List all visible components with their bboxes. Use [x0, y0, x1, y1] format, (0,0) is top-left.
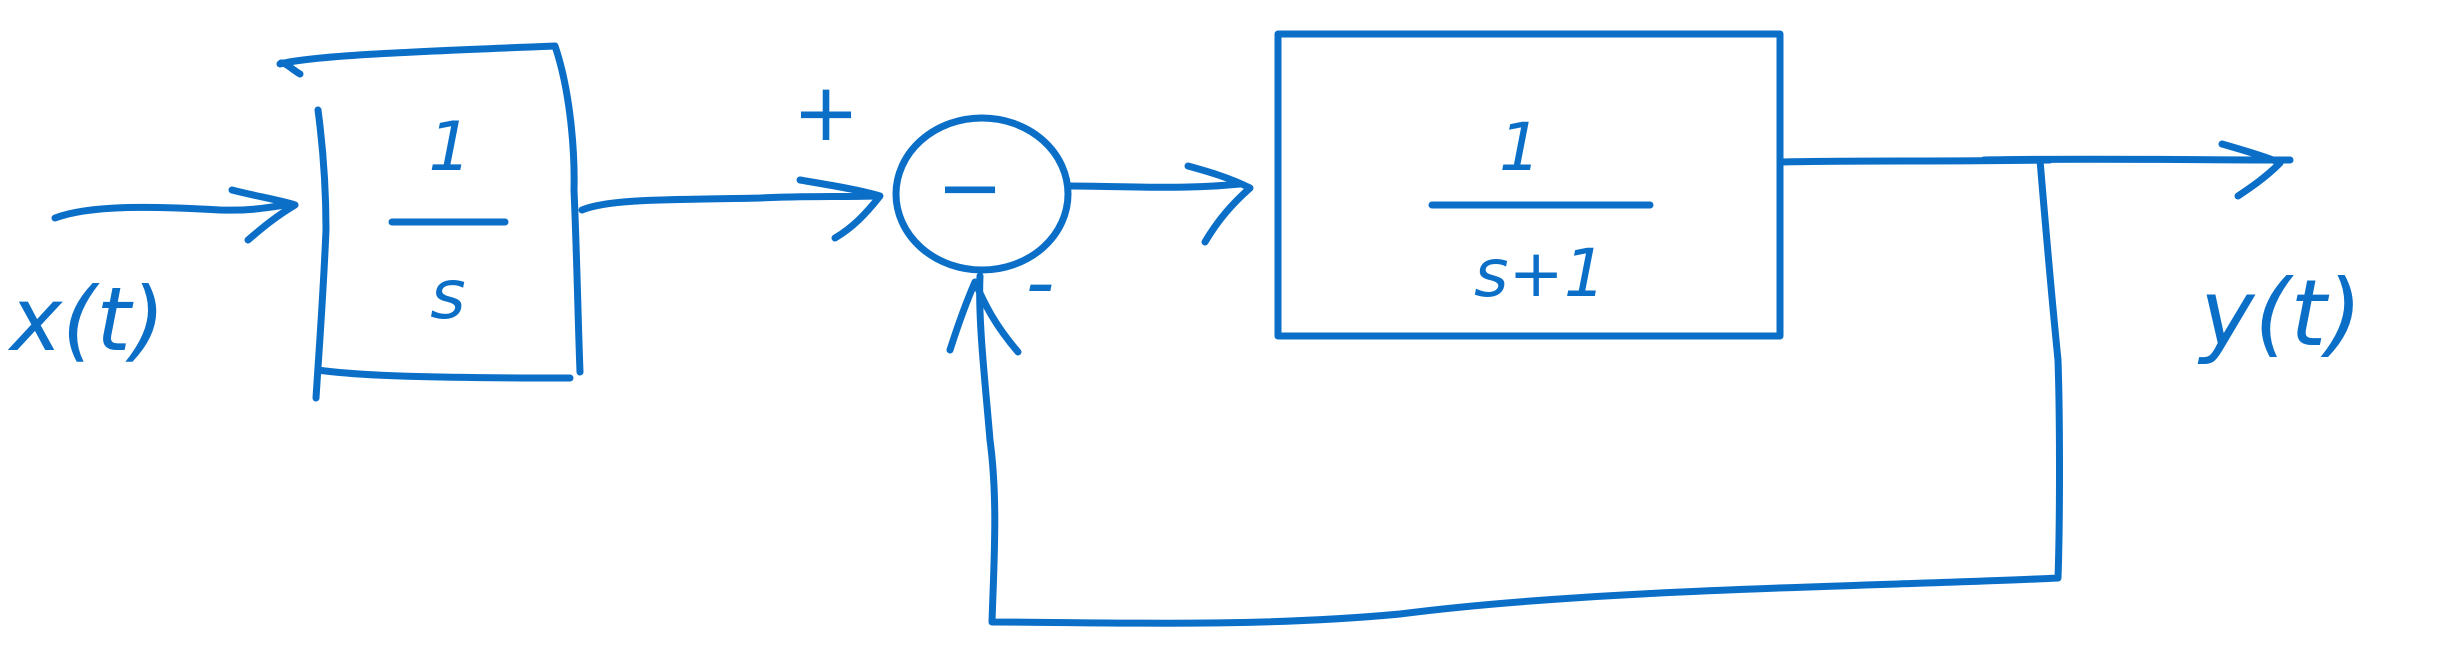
- plant-denominator: s+1: [1474, 235, 1606, 312]
- input-arrowhead: [228, 186, 299, 244]
- sum-to-plant-arrow: [1066, 180, 1244, 191]
- summing-junction-circle: [892, 114, 1072, 274]
- integrator-to-sum-arrow: [578, 192, 882, 214]
- input-label: x(t): [7, 268, 165, 371]
- plant-numerator: 1: [1499, 109, 1541, 186]
- feedback-arrowhead: [946, 278, 1022, 356]
- minus-sign: -: [1026, 236, 1055, 329]
- input-signal-arrow: [51, 200, 296, 222]
- sum-center-mark: −: [936, 141, 1003, 234]
- output-arrowhead: [2218, 140, 2284, 200]
- integrator-denominator: s: [430, 256, 465, 335]
- integrator-block: [276, 42, 584, 402]
- output-arrow: [1980, 155, 2294, 164]
- output-label: y(t): [2197, 260, 2362, 367]
- integrator-numerator: 1: [428, 108, 471, 187]
- feedback-path: [976, 156, 2063, 627]
- plant-block: [1274, 30, 1784, 340]
- sum-to-plant-arrowhead: [1184, 162, 1254, 246]
- plus-sign: +: [792, 66, 859, 159]
- integrator-to-sum-arrowhead: [796, 176, 884, 242]
